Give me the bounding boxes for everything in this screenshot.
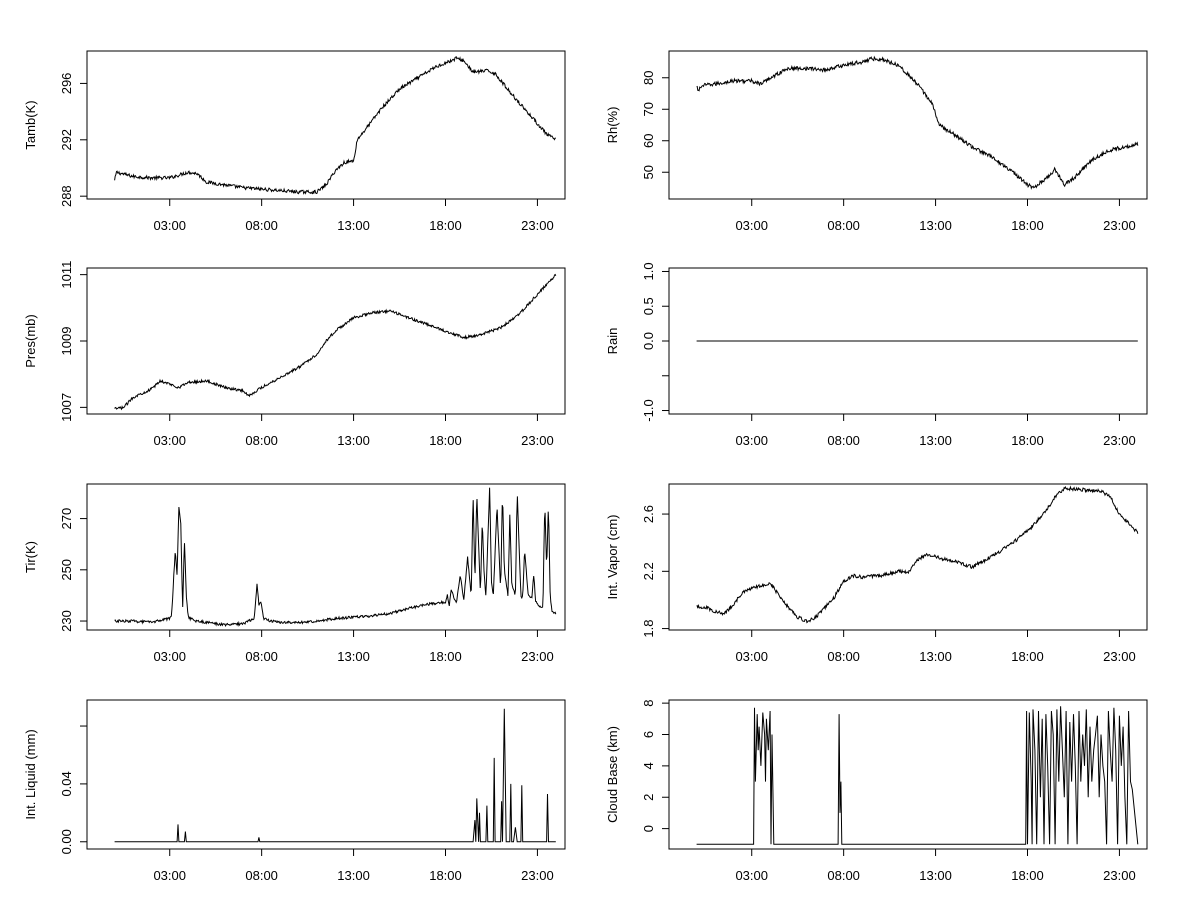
x-tick-label: 23:00	[521, 868, 554, 883]
y-tick-label: 1007	[59, 393, 74, 422]
x-tick-label: 03:00	[735, 868, 768, 883]
y-tick-label: 292	[59, 129, 74, 151]
chart-panel: 03:00 08:00 13:00 18:00 23:00 0.00 0.04 Int. Li…	[23, 699, 566, 883]
chart-panel: 03:00 08:00 13:00 18:00 23:00 288 292 296 Tamb(K…	[23, 50, 566, 233]
x-tick-label: 08:00	[245, 868, 278, 883]
x-tick-label: 08:00	[827, 433, 860, 448]
x-tick-label: 23:00	[521, 649, 554, 664]
series-line	[114, 273, 557, 411]
series-line	[696, 55, 1139, 190]
y-axis-label: Cloud Base (km)	[605, 726, 620, 823]
x-tick-label: 23:00	[1103, 868, 1136, 883]
y-tick-label: 1011	[59, 261, 74, 289]
x-tick-label: 18:00	[1011, 218, 1044, 233]
y-tick-label: 0.04	[59, 771, 74, 796]
series-line	[696, 706, 1139, 845]
x-tick-label: 13:00	[919, 868, 952, 883]
x-tick-label: 23:00	[521, 433, 554, 448]
y-tick-label: 296	[59, 73, 74, 95]
x-tick-label: 13:00	[919, 218, 952, 233]
y-tick-label: 2.2	[641, 562, 656, 580]
x-tick-label: 08:00	[827, 868, 860, 883]
x-tick-label: 13:00	[337, 649, 370, 664]
x-tick-label: 03:00	[153, 868, 186, 883]
series-line	[696, 485, 1139, 624]
y-tick-label: -1.0	[641, 399, 656, 421]
plot-frame	[668, 483, 1148, 631]
y-tick-label: 250	[59, 559, 74, 581]
y-axis-label: Tamb(K)	[23, 100, 38, 149]
y-tick-label: 60	[641, 134, 656, 148]
x-tick-label: 18:00	[429, 218, 462, 233]
y-tick-label: 8	[641, 700, 656, 707]
y-tick-label: 0.5	[641, 297, 656, 315]
y-tick-label: 2	[641, 794, 656, 801]
y-tick-label: 1009	[59, 327, 74, 356]
x-tick-label: 23:00	[1103, 433, 1136, 448]
x-tick-label: 08:00	[827, 649, 860, 664]
series-line	[114, 708, 556, 843]
y-tick-label: 0.0	[641, 332, 656, 350]
y-axis-label: Rain	[605, 328, 620, 355]
x-tick-label: 18:00	[429, 433, 462, 448]
y-tick-label: 2.6	[641, 505, 656, 523]
chart-panel: 03:00 08:00 13:00 18:00 23:00 50 60 70 80 Rh(%)	[605, 50, 1148, 233]
x-tick-label: 03:00	[153, 649, 186, 664]
plot-frame	[86, 699, 566, 850]
x-tick-label: 08:00	[245, 218, 278, 233]
y-tick-label: 1.0	[641, 262, 656, 280]
x-tick-label: 18:00	[1011, 649, 1044, 664]
x-tick-label: 13:00	[919, 433, 952, 448]
x-tick-label: 13:00	[337, 433, 370, 448]
chart-panel: 03:00 08:00 13:00 18:00 23:00 1007 1009 1011 Pre…	[23, 261, 566, 448]
plot-frame	[668, 699, 1148, 850]
y-axis-label: Int. Liquid (mm)	[23, 729, 38, 819]
chart-panel: 03:00 08:00 13:00 18:00 23:00 0 2 4 6 8 Cloud Base…	[605, 699, 1148, 883]
x-tick-label: 08:00	[245, 433, 278, 448]
y-tick-label: 6	[641, 731, 656, 738]
x-tick-label: 08:00	[245, 649, 278, 664]
x-tick-label: 13:00	[919, 649, 952, 664]
y-tick-label: 50	[641, 165, 656, 179]
y-tick-label: 4	[641, 762, 656, 769]
chart-panel: 03:00 08:00 13:00 18:00 23:00 230 250 270 Tir(K)	[23, 483, 566, 664]
y-tick-label: 288	[59, 185, 74, 207]
x-tick-label: 03:00	[735, 218, 768, 233]
y-axis-label: Rh(%)	[605, 107, 620, 144]
plot-frame	[86, 483, 566, 631]
y-axis-label: Pres(mb)	[23, 314, 38, 367]
series-line	[114, 487, 557, 628]
y-tick-label: 270	[59, 508, 74, 530]
x-tick-label: 23:00	[1103, 649, 1136, 664]
x-tick-label: 03:00	[735, 649, 768, 664]
y-tick-label: 1.8	[641, 620, 656, 638]
x-tick-label: 13:00	[337, 868, 370, 883]
x-tick-label: 18:00	[1011, 868, 1044, 883]
x-tick-label: 03:00	[735, 433, 768, 448]
y-tick-label: 230	[59, 610, 74, 632]
y-tick-label: 80	[641, 71, 656, 85]
chart-panel: 03:00 08:00 13:00 18:00 23:00 1.8 2.2 2.6 Int. V…	[605, 483, 1148, 664]
series-line	[114, 56, 556, 195]
y-tick-label: 0.00	[59, 829, 74, 854]
plot-frame	[668, 50, 1148, 200]
chart-panel: 03:00 08:00 13:00 18:00 23:00 -1.0 0.0 0.5 1.0 Ra…	[605, 262, 1148, 448]
x-tick-label: 18:00	[429, 868, 462, 883]
y-axis-label: Int. Vapor (cm)	[605, 514, 620, 599]
x-tick-label: 18:00	[1011, 433, 1044, 448]
x-tick-label: 23:00	[1103, 218, 1136, 233]
y-tick-label: 0	[641, 825, 656, 832]
y-axis-label: Tir(K)	[23, 541, 38, 573]
x-tick-label: 08:00	[827, 218, 860, 233]
x-tick-label: 18:00	[429, 649, 462, 664]
x-tick-label: 03:00	[153, 218, 186, 233]
x-tick-label: 13:00	[337, 218, 370, 233]
x-tick-label: 23:00	[521, 218, 554, 233]
y-tick-label: 70	[641, 102, 656, 116]
plot-frame	[86, 50, 566, 200]
x-tick-label: 03:00	[153, 433, 186, 448]
